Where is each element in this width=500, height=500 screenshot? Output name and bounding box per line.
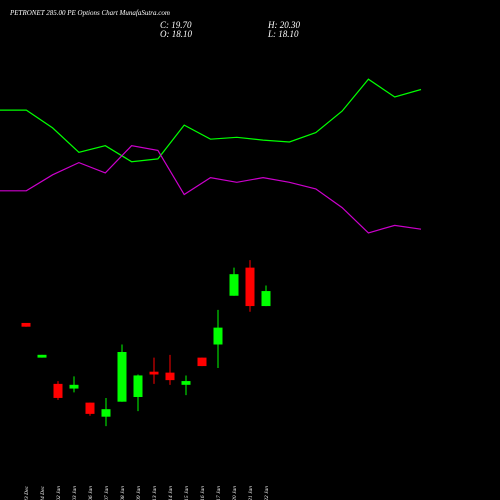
x-tick-label: 06 Jan — [88, 486, 94, 500]
candle-body — [181, 381, 191, 385]
x-tick-label: 09 Jan — [136, 486, 142, 500]
x-tick-label: 02 Jan — [56, 486, 62, 500]
open-label: O: 18.10 — [160, 29, 192, 39]
candle-body — [133, 375, 143, 397]
candle-body — [53, 383, 63, 398]
candle-body — [213, 327, 223, 345]
x-tick-label: 24 Dec — [39, 485, 46, 500]
close-label: C: 19.70 — [160, 20, 192, 30]
x-tick-label: 13 Jan — [152, 486, 158, 500]
x-tick-label: 08 Jan — [120, 486, 126, 500]
candle-body — [149, 371, 159, 375]
high-label: H: 20.30 — [267, 20, 300, 30]
indicator-line — [0, 78, 422, 163]
candle-body — [229, 274, 239, 296]
chart-title: PETRONET 285.00 PE Options Chart MunafaS… — [9, 9, 170, 17]
x-tick-label: 07 Jan — [104, 486, 110, 500]
candle-body — [261, 291, 271, 307]
x-tick-label: 22 Jan — [264, 486, 270, 500]
candle-body — [245, 267, 255, 307]
candle-body — [69, 384, 79, 389]
candle-body — [21, 322, 31, 327]
x-tick-label: 03 Jan — [72, 486, 78, 500]
candle-body — [101, 409, 111, 417]
x-tick-label: 23 Dec — [24, 485, 30, 500]
candle-body — [197, 357, 207, 367]
candle-body — [85, 402, 95, 414]
x-tick-label: 14 Jan — [167, 486, 174, 500]
indicator-line — [0, 145, 422, 234]
candle-body — [165, 372, 175, 381]
x-tick-label: 16 Jan — [200, 486, 206, 500]
x-tick-label: 17 Jan — [216, 486, 222, 500]
candle-body — [37, 354, 47, 358]
x-tick-label: 21 Jan — [248, 486, 254, 500]
candle-body — [117, 352, 127, 402]
x-tick-label: 15 Jan — [184, 486, 190, 500]
low-label: L: 18.10 — [267, 29, 299, 39]
x-tick-label: 20 Jan — [232, 486, 238, 500]
